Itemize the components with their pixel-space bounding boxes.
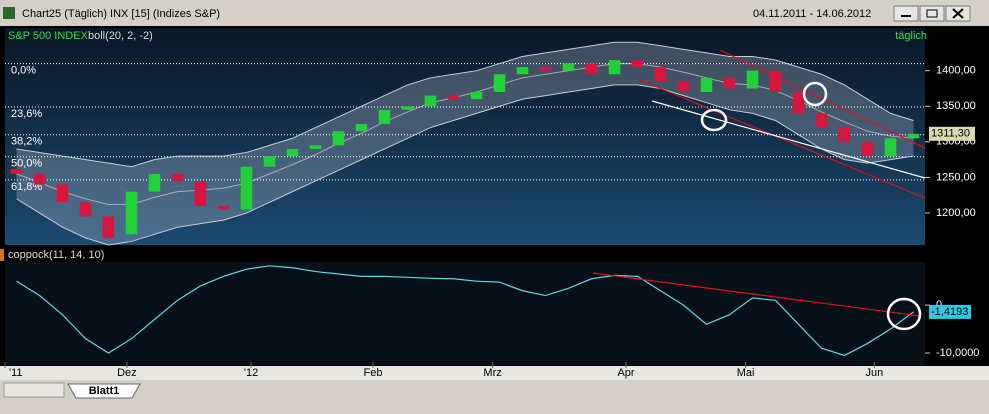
candle (838, 127, 851, 142)
indicator-marker (0, 249, 4, 261)
title-bar (0, 0, 989, 26)
x-tick-label: Mai (737, 367, 755, 379)
candle (516, 67, 529, 75)
candle (562, 63, 575, 71)
candle (585, 63, 598, 75)
candle (884, 138, 897, 157)
x-axis-strip (0, 366, 989, 380)
candle (815, 113, 828, 128)
candle (125, 191, 138, 235)
x-tick-label: Dez (117, 367, 137, 379)
candle (677, 81, 690, 93)
price-plot (5, 28, 925, 245)
last-value-box (929, 304, 971, 319)
candle (79, 202, 92, 217)
x-tick-label: Jun (866, 367, 884, 379)
indicator-plot (5, 262, 925, 365)
candle (792, 92, 805, 114)
candle (654, 67, 667, 82)
candle (424, 95, 437, 107)
candle (700, 77, 713, 93)
window-title: Chart25 (Täglich) INX [15] (Indizes S&P) (22, 8, 220, 20)
candle (263, 156, 276, 167)
candle (746, 70, 759, 89)
fib-label: 38,2% (11, 136, 42, 148)
x-tick-label: Apr (617, 367, 634, 379)
x-tick-label: Mrz (483, 367, 501, 379)
candle (378, 109, 391, 125)
x-tick-label: Feb (364, 367, 383, 379)
period-label: täglich (895, 30, 927, 42)
candle (102, 216, 115, 238)
date-range: 04.11.2011 - 14.06.2012 (753, 8, 871, 20)
app-icon (3, 7, 15, 19)
y-tick-label: 1200,00 (936, 207, 976, 219)
candle (470, 92, 483, 100)
last-value-label: -1,4193 (931, 306, 968, 318)
candle (493, 74, 506, 93)
fib-label: 23,6% (11, 108, 42, 120)
bollinger-upper (16, 41, 914, 168)
maximize-button[interactable] (919, 5, 945, 22)
candle (56, 184, 69, 203)
y-tick-label: 1350,00 (936, 100, 976, 112)
last-price-label: 1311,30 (931, 128, 970, 140)
candle (447, 95, 460, 100)
candle (769, 70, 782, 93)
bollinger-lower (16, 84, 914, 246)
candle (194, 180, 207, 206)
candle (723, 77, 736, 89)
fib-label: 0,0% (11, 64, 36, 76)
y-axis-panel (928, 44, 989, 245)
chart-title: S&P 500 INDEX (8, 30, 89, 42)
candle (861, 141, 874, 157)
x-tick-label: '12 (244, 367, 258, 379)
trend-lines (592, 49, 926, 331)
coppock-line (16, 265, 914, 357)
candle (539, 67, 552, 71)
candle (608, 60, 621, 75)
candle (309, 145, 322, 149)
candle (10, 168, 23, 174)
candle (286, 148, 299, 157)
sheet-tab[interactable] (67, 383, 141, 399)
y-tick-label: 1250,00 (936, 171, 976, 183)
last-price-box (929, 126, 975, 141)
y-tick-label: -10,0000 (936, 347, 979, 359)
candle (217, 205, 230, 210)
tab-bar (0, 381, 989, 401)
candle (148, 173, 161, 192)
tab-nav[interactable] (3, 382, 65, 398)
fib-label: 50,0% (11, 158, 42, 170)
candle (171, 173, 184, 181)
coppock-title: coppock(11, 14, 10) (8, 249, 104, 261)
bollinger-middle (16, 63, 914, 205)
candle (240, 166, 253, 210)
sheet-tab-label: Blatt1 (89, 385, 120, 397)
candle (355, 124, 368, 132)
candle (631, 60, 644, 68)
x-tick-label: '11 (9, 367, 23, 379)
minimize-button[interactable] (893, 5, 919, 22)
candle (332, 131, 345, 146)
candle (907, 133, 920, 139)
candle (401, 106, 414, 110)
indicator-label: boll(20, 2, -2) (88, 30, 153, 42)
y-tick-label: 1400,00 (936, 65, 976, 77)
candle (33, 173, 46, 185)
